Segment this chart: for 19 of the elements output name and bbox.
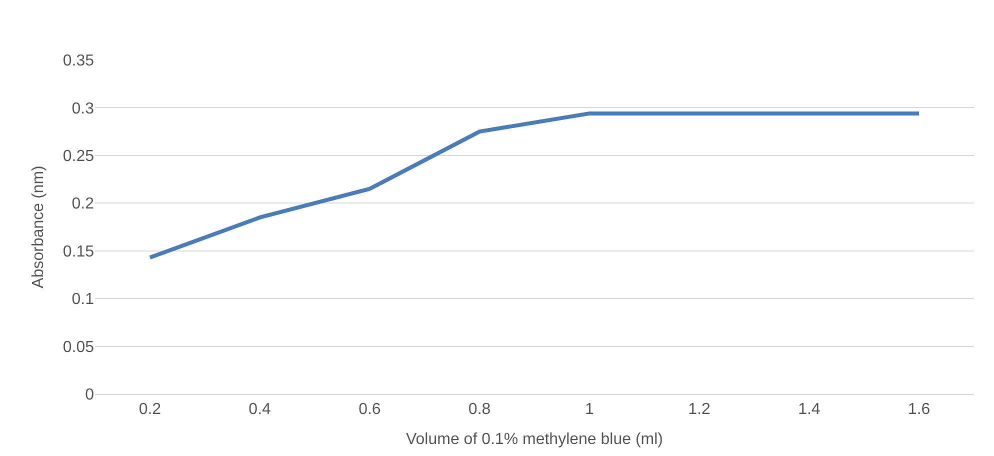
x-tick-label: 1.4 <box>798 401 820 418</box>
x-tick-label: 0.8 <box>468 401 491 418</box>
x-tick-label: 0.4 <box>248 401 272 418</box>
y-tick-label: 0 <box>85 386 94 404</box>
x-tick-label: 0.6 <box>358 401 381 418</box>
y-tick-label: 0.2 <box>72 196 94 213</box>
x-tick-label: 1 <box>584 401 594 418</box>
y-tick-label: 0.15 <box>62 243 94 260</box>
y-tick-label: 0.05 <box>62 338 94 356</box>
x-tick-label: 1.6 <box>908 401 930 418</box>
x-axis-title: Volume of 0.1% methylene blue (ml) <box>406 430 664 448</box>
y-tick-label: 0.3 <box>72 100 94 118</box>
x-tick-label: 1.2 <box>688 401 711 418</box>
y-tick-label: 0.25 <box>62 148 94 166</box>
y-tick-label: 0.1 <box>72 291 94 308</box>
x-tick-label: 0.2 <box>138 401 162 418</box>
y-tick-label: 0.35 <box>62 52 94 70</box>
y-axis-title: Absorbance (nm) <box>30 166 47 288</box>
line-series <box>148 111 922 260</box>
